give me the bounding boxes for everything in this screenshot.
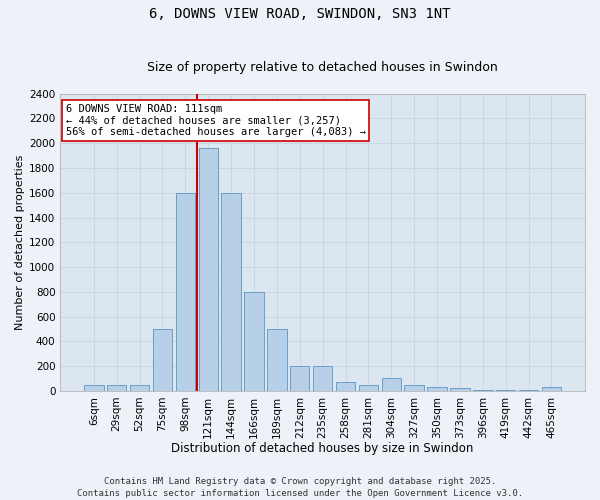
Bar — [153, 329, 172, 391]
Bar — [107, 384, 127, 391]
Bar — [221, 193, 241, 391]
Text: 6 DOWNS VIEW ROAD: 111sqm
← 44% of detached houses are smaller (3,257)
56% of se: 6 DOWNS VIEW ROAD: 111sqm ← 44% of detac… — [65, 104, 365, 138]
Bar — [267, 329, 287, 391]
Bar — [496, 390, 515, 391]
Bar — [427, 387, 447, 391]
Title: Size of property relative to detached houses in Swindon: Size of property relative to detached ho… — [147, 62, 498, 74]
Text: Contains HM Land Registry data © Crown copyright and database right 2025.
Contai: Contains HM Land Registry data © Crown c… — [77, 476, 523, 498]
Bar — [336, 382, 355, 391]
Bar — [542, 387, 561, 391]
Bar — [473, 390, 493, 391]
Bar — [359, 384, 378, 391]
Bar — [404, 384, 424, 391]
Bar — [244, 292, 264, 391]
Bar — [519, 390, 538, 391]
Bar — [176, 193, 195, 391]
Bar — [382, 378, 401, 391]
Bar — [130, 384, 149, 391]
Bar — [450, 388, 470, 391]
Bar — [199, 148, 218, 391]
Bar — [313, 366, 332, 391]
X-axis label: Distribution of detached houses by size in Swindon: Distribution of detached houses by size … — [172, 442, 474, 455]
Text: 6, DOWNS VIEW ROAD, SWINDON, SN3 1NT: 6, DOWNS VIEW ROAD, SWINDON, SN3 1NT — [149, 8, 451, 22]
Bar — [84, 384, 104, 391]
Y-axis label: Number of detached properties: Number of detached properties — [15, 154, 25, 330]
Bar — [290, 366, 310, 391]
